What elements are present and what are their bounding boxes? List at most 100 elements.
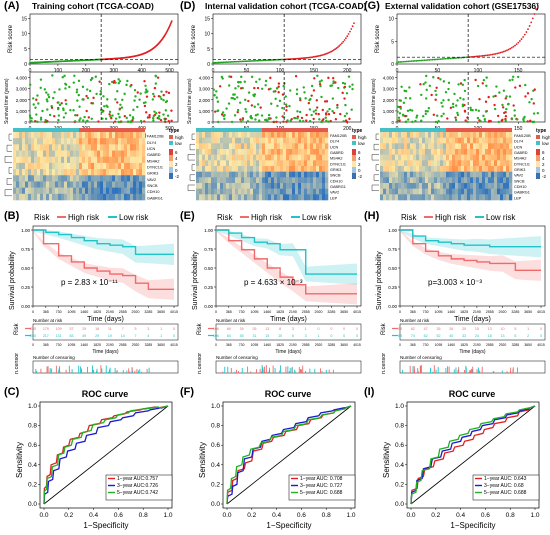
censor-bar [255,369,257,373]
heatmap-cell [16,156,20,164]
heatmap-cell [446,143,450,150]
heatmap-cell [85,187,89,195]
risk-score-point [425,59,428,62]
survival-point [403,114,407,118]
heatmap-cell [422,171,426,178]
censor-bar [116,371,118,373]
risk-score-point [252,60,255,62]
heatmap-cell [461,137,465,144]
survival-point [494,94,497,98]
survival-point [151,117,155,120]
survival-point [298,97,302,100]
censor-bar [300,369,301,373]
risk-score-point [230,61,233,63]
heatmap-cell [142,156,146,164]
censor-bar [55,365,57,373]
survival-point [285,109,288,112]
heatmap-cell [223,194,227,201]
km-xtick-label: 1825 [93,310,101,314]
heatmap-cell [295,194,299,201]
heatmap-cell [307,177,311,184]
censor-bar [433,365,435,373]
heatmap-cell [419,188,423,195]
risk-score-xtick-label: 100 [276,68,285,74]
survival-point [57,114,61,117]
survival-point [220,113,224,116]
heatmap-cell [470,183,474,189]
roc-diagonal [226,405,352,505]
risk-score-point [404,60,406,63]
survival-point [157,114,161,118]
heatmap-cell [106,150,110,158]
survival-point [511,78,514,81]
risk-table-xtick-label: 3650 [524,343,532,347]
risk-table-xtick-label: 3285 [512,343,520,347]
heatmap-cell [199,143,203,150]
heatmap-gene-label: FAM120B [514,134,531,138]
heatmap-cell [277,143,281,150]
survival-point [156,76,160,79]
heatmap-cell [133,138,137,145]
risk-score-point [240,60,243,63]
heatmap-cell [307,154,311,161]
censor-bar [512,367,514,373]
heatmap-cell [127,169,131,176]
heatmap-cell [217,154,221,161]
heatmap-cell [235,132,239,138]
survival-point [513,114,516,117]
survival-point [214,110,217,113]
heatmap-cell [458,160,462,167]
heatmap-cell [241,188,245,195]
roc-xtick-label: 0.4 [456,512,465,519]
survival-point [505,107,508,111]
risk-table-cell: 24 [475,334,479,338]
heatmap-cell [262,160,266,167]
heatmap-cell [46,181,50,188]
heatmap-gene-label: FAM120B [147,135,164,139]
survival-point [425,97,428,100]
heatmap-cell [22,169,26,176]
heatmap-cell [431,137,435,144]
heatmap-cell [37,181,41,188]
heatmap-cell [455,132,459,138]
survival-point [432,113,436,116]
heatmap-cell [121,132,125,139]
heatmap-cell [434,166,438,172]
heatmap-cell [208,183,212,189]
heatmap-cell [19,169,23,176]
heatmap-cell [277,149,281,155]
censor-bar [472,366,474,373]
heatmap-cell [136,181,140,188]
heatmap-gene-label: CDH10 [147,190,159,194]
survival-point [98,80,101,83]
heatmap-gene-label: SNCB [330,174,341,178]
censor-bar [259,368,261,373]
km-frame [32,225,179,307]
censor-table-ylabel: n.censor [14,353,20,374]
heatmap-cell [139,181,143,188]
heatmap-cell [482,137,486,144]
risk-table-xtick-label: 365 [43,343,49,347]
survival-point [113,120,117,123]
survival-point [442,80,446,83]
risk-score-point [436,58,439,61]
heatmap-cell [316,166,320,172]
heatmap-cell [431,194,435,201]
heatmap-cell [325,194,329,201]
heatmap-cell [325,137,329,144]
heatmap-cell [407,154,411,161]
heatmap-cell [286,171,290,178]
risk-score-point [407,60,410,63]
heatmap-cell [226,166,230,172]
heatmap-cell [449,137,453,144]
risk-score-point [255,59,257,62]
risk-score-point [342,40,345,43]
heatmap-scale-label: 4 [358,156,361,161]
heatmap-cell [199,171,203,178]
risk-score-point [242,60,245,63]
heatmap-cell [470,194,474,201]
survival-point [424,109,428,113]
heatmap-cell [488,177,492,184]
heatmap-cell [503,183,507,189]
heatmap-cell [437,160,441,167]
